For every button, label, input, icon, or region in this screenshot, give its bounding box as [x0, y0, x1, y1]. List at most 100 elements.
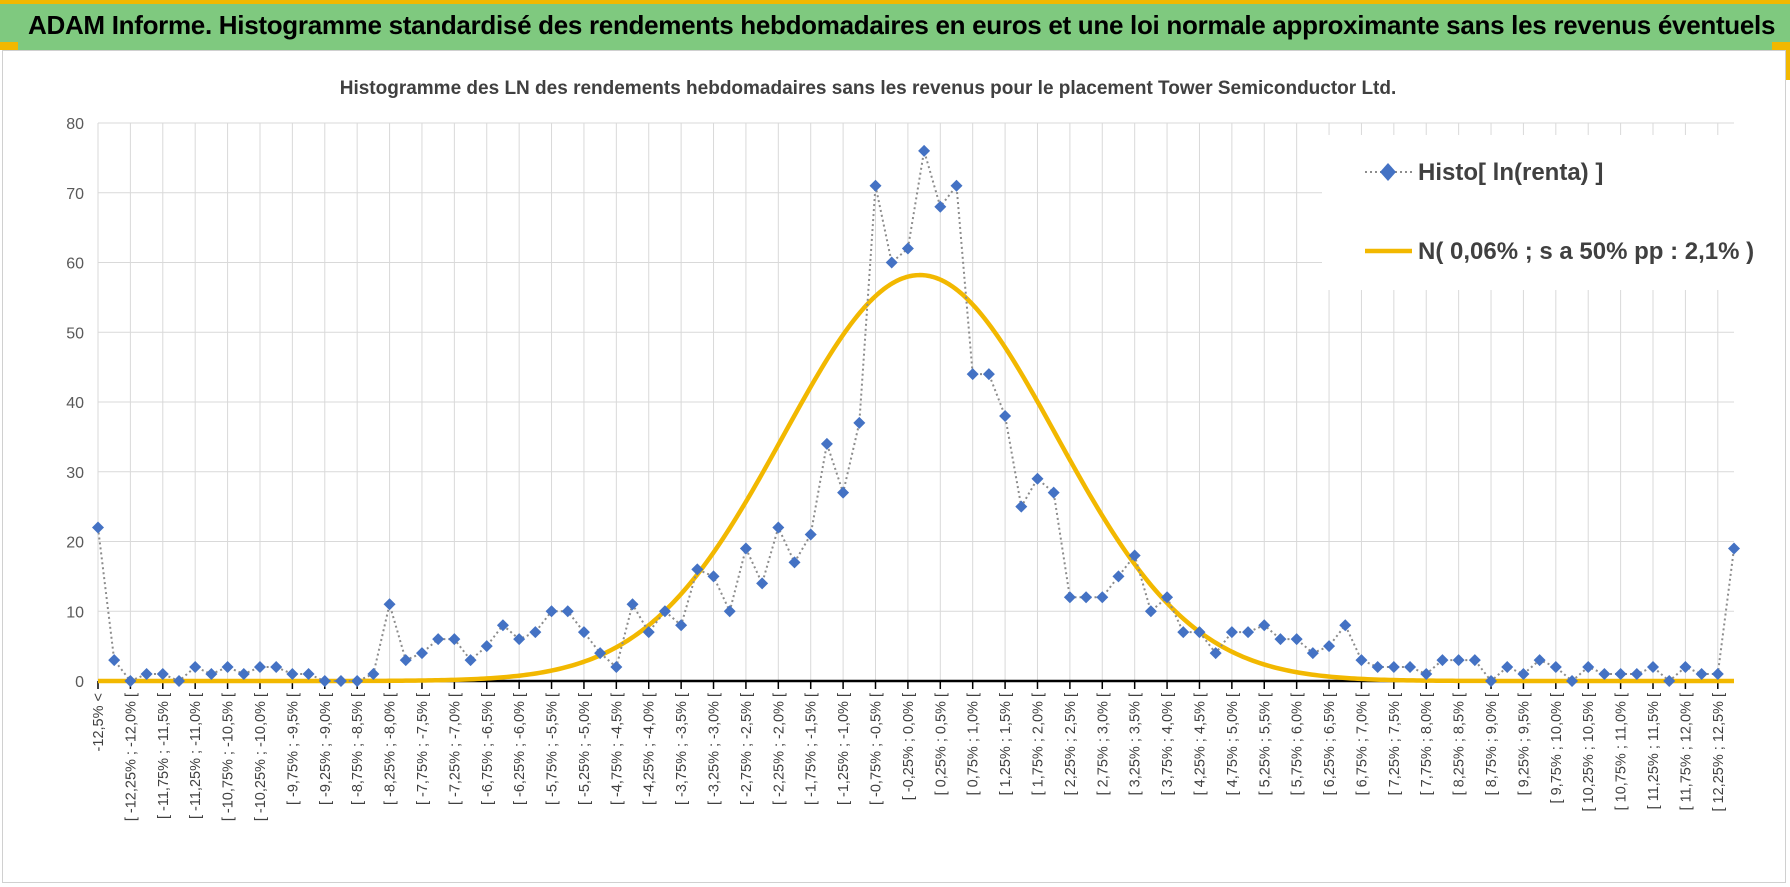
histogram-point [432, 633, 445, 646]
x-tick-label: [ 2,25% ; 2,5% [ [1063, 693, 1079, 795]
histogram-point [1468, 654, 1481, 667]
histogram-point [253, 661, 266, 674]
histogram-point [561, 605, 574, 618]
histogram-point [108, 654, 121, 667]
x-tick-label: [ -6,75% ; -6,5% [ [480, 693, 496, 805]
histogram-point [221, 661, 234, 674]
histogram-point [367, 668, 380, 681]
accent-side-right [1786, 50, 1790, 80]
accent-corner-left [0, 42, 18, 50]
x-tick-label: [ 10,75% ; 11,0% [ [1614, 693, 1630, 810]
histogram-point [1112, 570, 1125, 583]
y-tick-label: 20 [66, 535, 84, 552]
histogram-point [496, 619, 509, 632]
histogram-point [1485, 675, 1498, 687]
y-tick-label: 80 [66, 116, 84, 133]
histogram-point [772, 521, 785, 534]
histogram-point [804, 528, 817, 541]
histogram-point [642, 626, 655, 639]
x-tick-label: [ -12,25% ; -12,0% [ [123, 693, 139, 821]
x-tick-label: [ 5,75% ; 6,0% [ [1290, 693, 1306, 795]
x-tick-label: [ 2,75% ; 3,0% [ [1095, 693, 1111, 795]
histogram-point [1355, 654, 1368, 667]
legend-box [1322, 135, 1782, 290]
histogram-point [707, 570, 720, 583]
histogram-point [302, 668, 315, 681]
histogram-point [723, 605, 736, 618]
histogram-point [577, 626, 590, 639]
histogram-point [675, 619, 688, 632]
x-tick-label: [ -2,25% ; -2,0% [ [771, 693, 787, 805]
histogram-point [1290, 633, 1303, 646]
histogram-point [1614, 668, 1627, 681]
y-tick-label: 60 [66, 256, 84, 273]
x-tick-label: [ 10,25% ; 10,5% [ [1581, 693, 1597, 812]
histogram-point [383, 598, 396, 611]
histogram-point [1501, 661, 1514, 674]
histogram-point [1582, 661, 1595, 674]
x-tick-label: [ -10,75% ; -10,5% [ [221, 693, 237, 821]
x-tick-label: [ -2,75% ; -2,5% [ [739, 693, 755, 805]
x-tick-label: [ -7,75% ; -7,5% [ [415, 693, 431, 805]
histogram-point [1679, 661, 1692, 674]
histogram-point [513, 633, 526, 646]
histogram-point [270, 661, 283, 674]
x-tick-label: [ 4,75% ; 5,0% [ [1225, 693, 1241, 795]
histogram-point [1209, 647, 1222, 660]
histogram-point [691, 563, 704, 576]
histogram-point [1128, 549, 1141, 562]
histogram-point [1015, 500, 1028, 513]
legend-label-histo: Histo[ ln(renta) ] [1418, 159, 1603, 186]
histogram-point [140, 668, 153, 681]
y-tick-label: 0 [75, 674, 84, 691]
x-tick-label: [ 9,25% ; 9,5% [ [1516, 693, 1532, 795]
y-axis-ticks: 0 10 20 30 40 50 60 70 80 [66, 116, 84, 691]
x-tick-label: [ 4,25% ; 4,5% [ [1192, 693, 1208, 795]
histogram-point [1711, 668, 1724, 681]
histogram-point [788, 556, 801, 569]
legend-label-normal: N( 0,06% ; s a 50% pp : 2,1% ) [1418, 238, 1754, 265]
histogram-point [189, 661, 202, 674]
histogram-point [1549, 661, 1562, 674]
histogram-point [205, 668, 218, 681]
histogram-point [1225, 626, 1238, 639]
y-tick-label: 40 [66, 395, 84, 412]
x-tick-label: [ 5,25% ; 5,5% [ [1257, 693, 1273, 795]
histogram-point [351, 675, 364, 687]
histogram-point [820, 437, 833, 450]
histogram-point [1387, 661, 1400, 674]
page-title: ADAM Informe. Histogramme standardisé de… [28, 10, 1776, 40]
x-tick-label: [ 3,75% ; 4,0% [ [1160, 693, 1176, 795]
x-tick-label: [ -1,25% ; -1,0% [ [836, 693, 852, 805]
histogram-point [1420, 668, 1433, 681]
histogram-point [1371, 661, 1384, 674]
histogram-point [1242, 626, 1255, 639]
histogram-point [399, 654, 412, 667]
histogram-point [901, 242, 914, 255]
histogram-point [1598, 668, 1611, 681]
x-tick-label: [ 1,75% ; 2,0% [ [1030, 693, 1046, 795]
x-tick-label: [ -10,25% ; -10,0% [ [253, 693, 269, 821]
histogram-point [1193, 626, 1206, 639]
x-tick-label: [ -4,75% ; -4,5% [ [609, 693, 625, 805]
histogram-point [529, 626, 542, 639]
histogram-point [885, 256, 898, 269]
x-tick-label: [ 11,75% ; 12,0% [ [1678, 693, 1694, 810]
histogram-point [1647, 661, 1660, 674]
y-tick-label: 30 [66, 465, 84, 482]
x-tick-label: [ 3,25% ; 3,5% [ [1128, 693, 1144, 795]
histogram-point [1728, 542, 1740, 555]
legend: Histo[ ln(renta) ] N( 0,06% ; s a 50% pp… [1322, 135, 1782, 290]
grid-lines [97, 122, 1734, 682]
histogram-point [334, 675, 347, 687]
histogram-point [966, 368, 979, 381]
chart-title: Histogramme des LN des rendements hebdom… [340, 78, 1397, 99]
histogram-point [1047, 486, 1060, 499]
normal-curve-line [98, 272, 1734, 684]
x-tick-label: [ -1,75% ; -1,5% [ [804, 693, 820, 805]
histogram-point [1517, 668, 1530, 681]
x-axis-ticks: -12,5% < [ -12,25% ; -12,0% [[ -11,75% ; … [91, 681, 1727, 821]
histogram-point [1533, 654, 1546, 667]
histogram-point [1144, 605, 1157, 618]
